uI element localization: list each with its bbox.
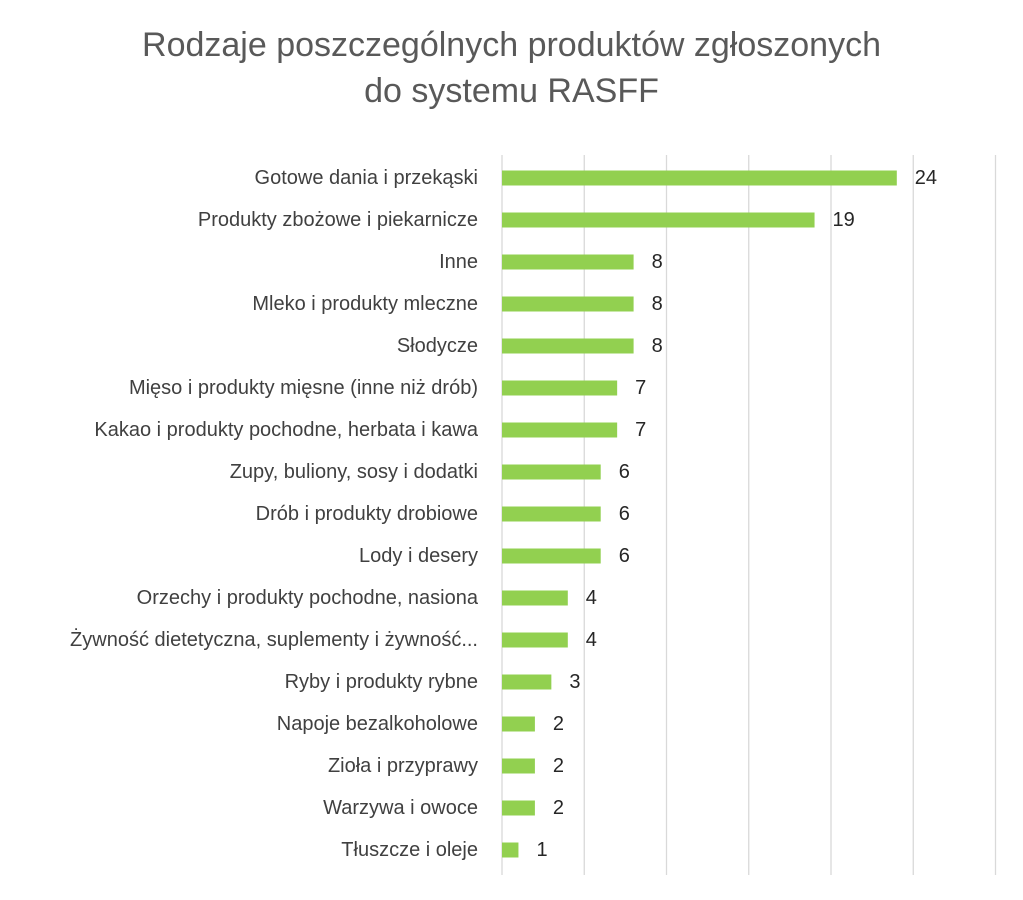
data-label: 4 bbox=[586, 629, 597, 651]
data-label: 1 bbox=[536, 839, 547, 861]
category-labels: Gotowe dania i przekąski Produkty zbożowe… bbox=[70, 167, 479, 861]
category-label: Zupy, buliony, sosy i dodatki bbox=[230, 461, 478, 483]
category-label: Drób i produkty drobiowe bbox=[256, 503, 478, 525]
data-label: 6 bbox=[619, 503, 630, 525]
category-label: Warzywa i owoce bbox=[323, 797, 478, 819]
category-label: Gotowe dania i przekąski bbox=[255, 167, 478, 189]
data-label: 2 bbox=[553, 713, 564, 735]
data-label: 6 bbox=[619, 461, 630, 483]
category-label: Napoje bezalkoholowe bbox=[277, 713, 478, 735]
bar bbox=[502, 338, 634, 354]
data-label: 8 bbox=[652, 293, 663, 315]
data-label: 19 bbox=[833, 209, 855, 231]
bar bbox=[502, 212, 815, 228]
bars bbox=[502, 170, 897, 858]
data-label: 8 bbox=[652, 335, 663, 357]
category-label: Żywność dietetyczna, suplementy i żywnoś… bbox=[70, 628, 478, 651]
category-label: Orzechy i produkty pochodne, nasiona bbox=[137, 587, 479, 609]
data-label: 8 bbox=[652, 251, 663, 273]
category-label: Mięso i produkty mięsne (inne niż drób) bbox=[129, 377, 478, 399]
bar bbox=[502, 422, 618, 438]
bar bbox=[502, 464, 601, 480]
chart-title-line2: do systemu RASFF bbox=[364, 72, 659, 110]
category-label: Produkty zbożowe i piekarnicze bbox=[198, 209, 478, 231]
data-label: 4 bbox=[586, 587, 597, 609]
data-label: 24 bbox=[915, 167, 937, 189]
gridlines bbox=[501, 155, 997, 875]
bar bbox=[502, 842, 519, 858]
data-label: 2 bbox=[553, 755, 564, 777]
bar bbox=[502, 632, 568, 648]
bar bbox=[502, 506, 601, 522]
bar bbox=[502, 548, 601, 564]
data-label: 7 bbox=[635, 377, 646, 399]
data-label: 7 bbox=[635, 419, 646, 441]
chart-title-line1: Rodzaje poszczególnych produktów zgłoszo… bbox=[142, 26, 881, 64]
category-label: Tłuszcze i oleje bbox=[341, 839, 478, 861]
bar bbox=[502, 674, 552, 690]
data-label: 2 bbox=[553, 797, 564, 819]
category-label: Zioła i przyprawy bbox=[328, 755, 478, 777]
category-label: Kakao i produkty pochodne, herbata i kaw… bbox=[94, 419, 478, 441]
data-label: 3 bbox=[569, 671, 580, 693]
bar bbox=[502, 296, 634, 312]
bar bbox=[502, 758, 535, 774]
category-label: Inne bbox=[439, 251, 478, 273]
category-label: Lody i desery bbox=[359, 545, 478, 567]
bar bbox=[502, 380, 618, 396]
data-label: 6 bbox=[619, 545, 630, 567]
bar bbox=[502, 716, 535, 732]
category-label: Mleko i produkty mleczne bbox=[252, 293, 478, 315]
bar bbox=[502, 800, 535, 816]
bar bbox=[502, 254, 634, 270]
bar bbox=[502, 590, 568, 606]
bar bbox=[502, 170, 897, 186]
category-label: Ryby i produkty rybne bbox=[285, 671, 478, 693]
category-label: Słodycze bbox=[397, 335, 478, 357]
